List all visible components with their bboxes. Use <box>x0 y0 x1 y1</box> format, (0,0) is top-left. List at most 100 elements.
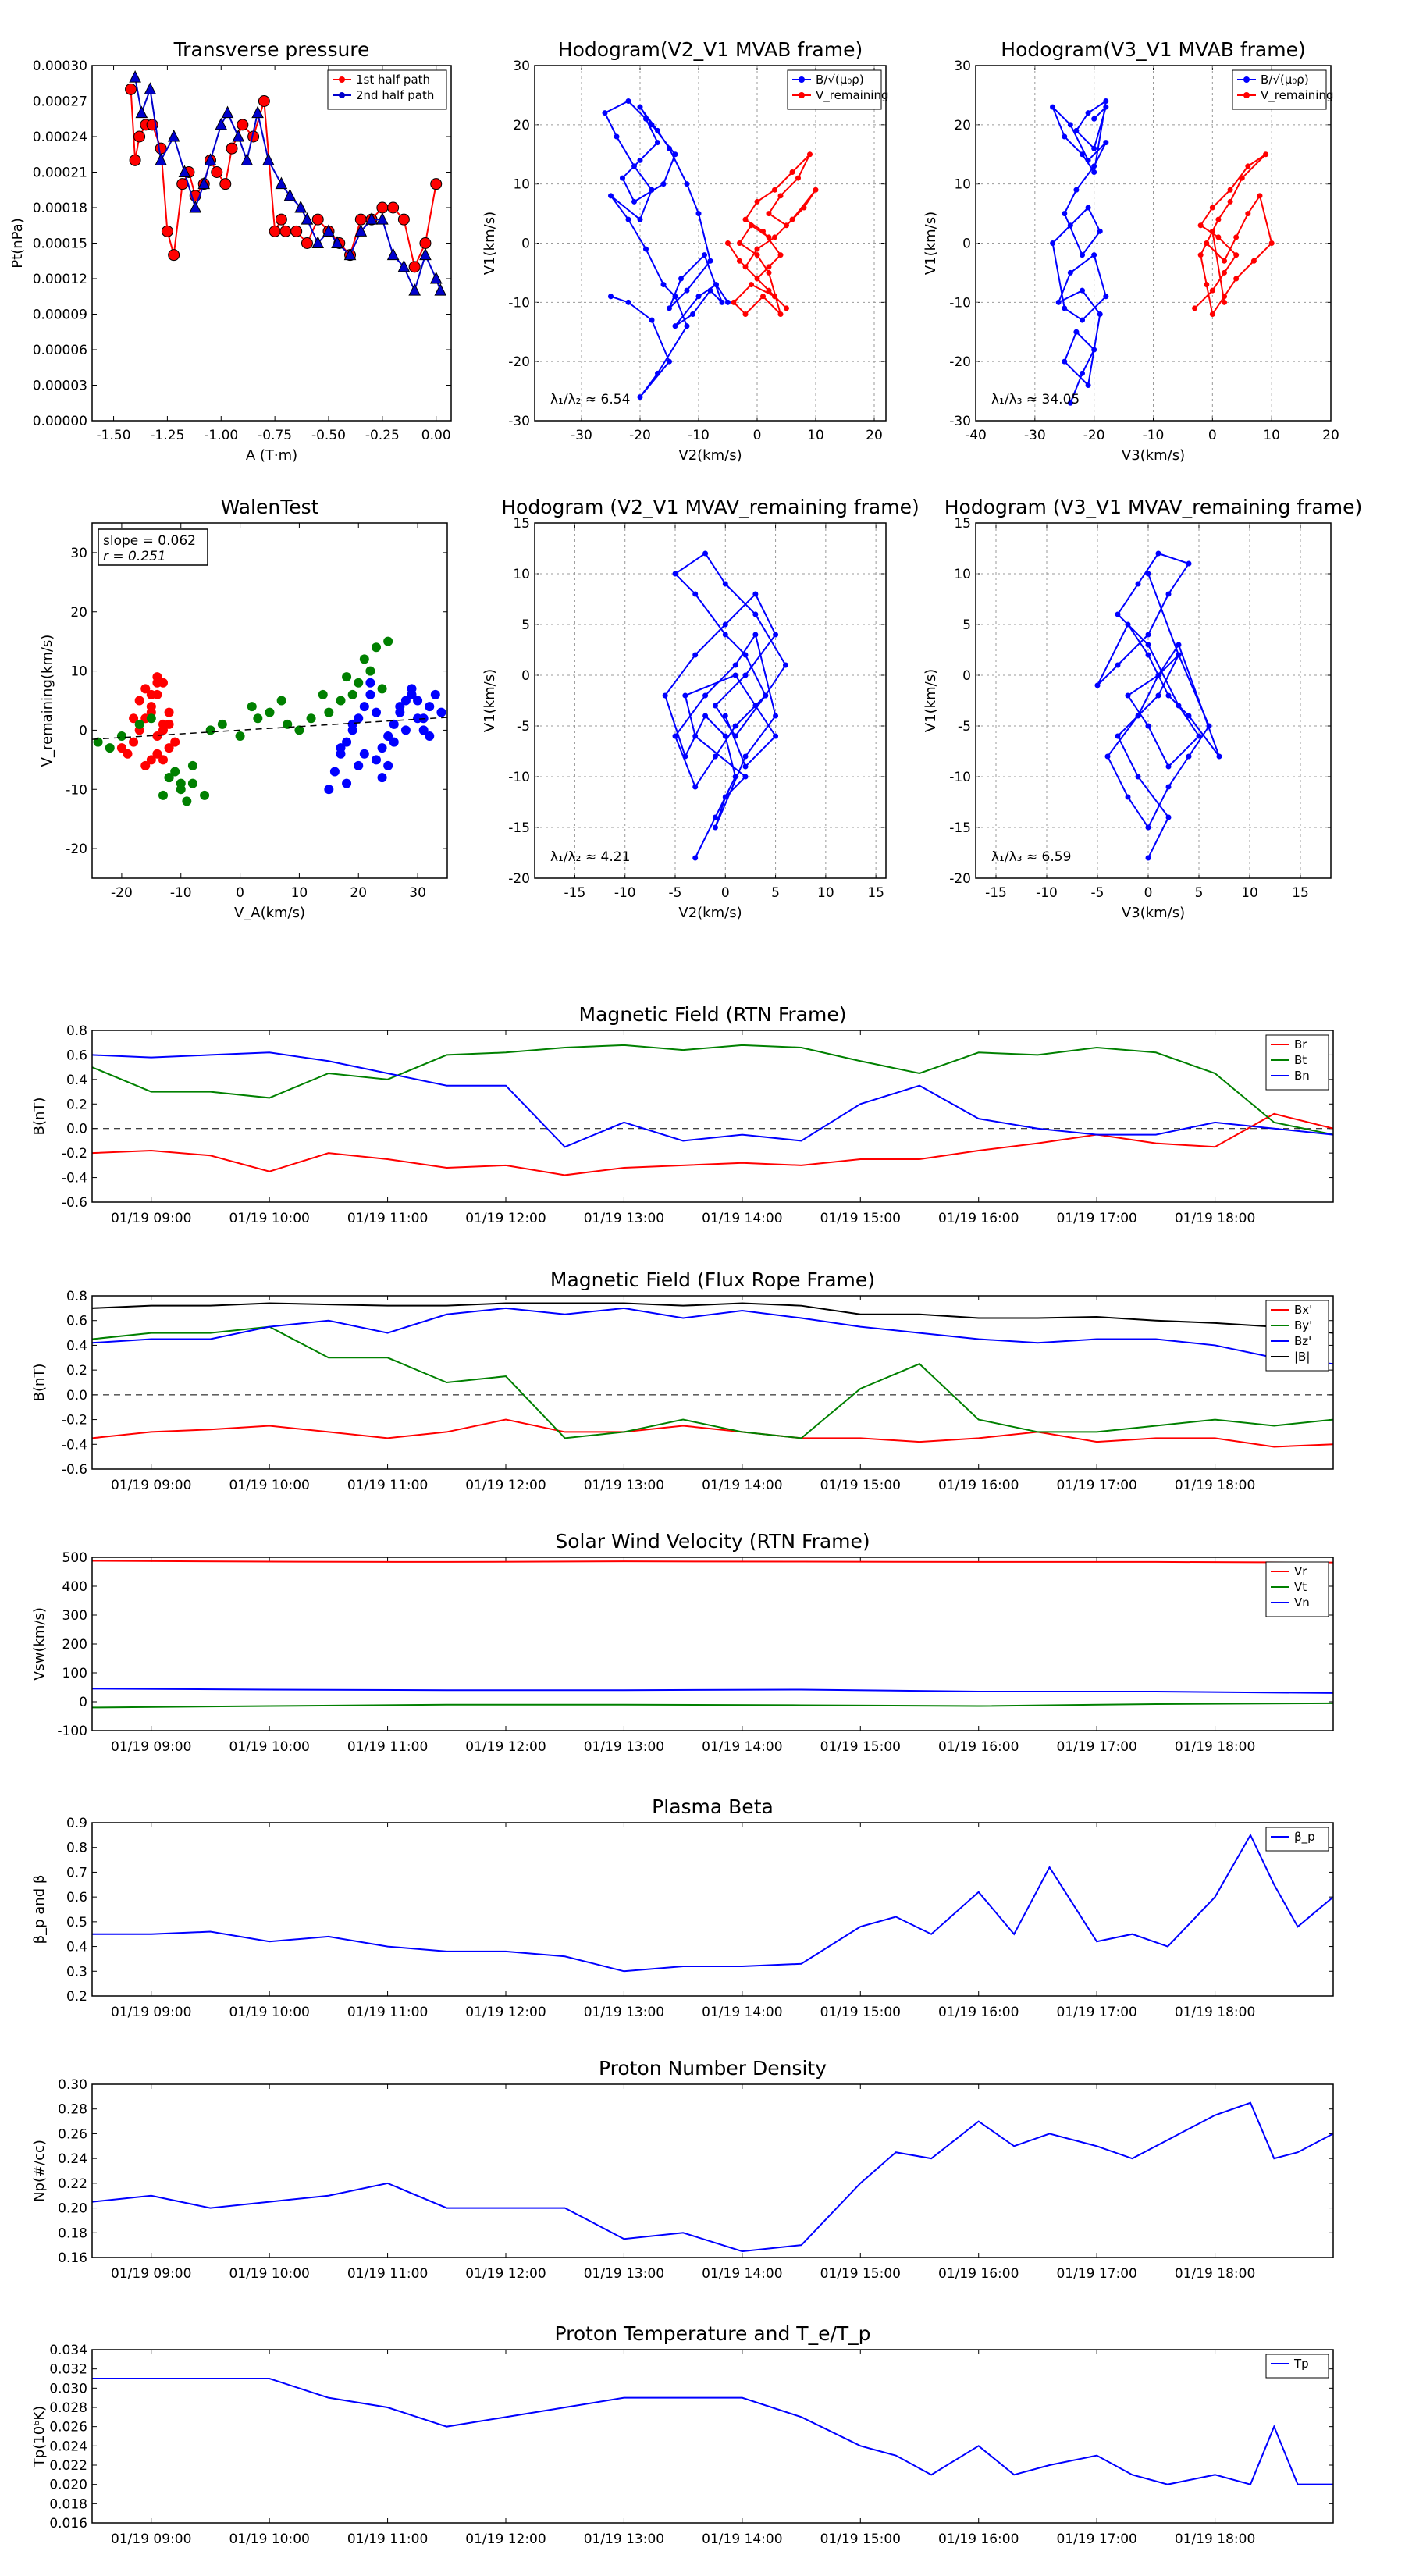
data-point <box>754 198 760 205</box>
x-tick-label: 01/19 14:00 <box>702 2005 782 2020</box>
y-tick-label: 30 <box>513 59 530 74</box>
data-point <box>1067 222 1073 229</box>
x-tick-label: 10 <box>817 885 834 901</box>
axes-frame <box>91 1295 1334 1470</box>
plasma-beta-panel: Plasma Beta 0.2 0.3 0.4 0.5 0.6 0.7 0.8 0.9 01/19… <box>31 1795 1334 2020</box>
eigen-ratio: λ₁/λ₂ ≈ 6.54 <box>550 392 630 407</box>
x-tick-label: 01/19 10:00 <box>229 2266 309 2282</box>
x-tick-label: -10 <box>614 885 636 901</box>
data-point <box>1103 104 1109 110</box>
data-point <box>294 725 304 735</box>
data-point <box>336 743 346 753</box>
data-point <box>342 778 352 788</box>
x-tick-label: 0 <box>1208 428 1217 443</box>
x-tick-label: 0.00 <box>422 428 451 443</box>
y-tick-label: 0 <box>962 668 971 684</box>
data-point <box>389 737 399 747</box>
chart-title: Hodogram(V3_V1 MVAB frame) <box>1001 38 1305 61</box>
data-point <box>1050 240 1056 246</box>
axes-frame <box>91 2349 1334 2524</box>
x-tick-label: 20 <box>1322 428 1339 443</box>
y-tick-label: -5 <box>958 719 971 735</box>
data-point <box>752 591 759 597</box>
data-point <box>1135 581 1141 587</box>
data-point <box>1215 234 1222 240</box>
data-point <box>1115 662 1121 668</box>
chart-title: Hodogram (V3_V1 MVAV_remaining frame) <box>944 496 1363 518</box>
y-tick-label: 0.8 <box>66 1841 87 1856</box>
data-point <box>1055 299 1062 305</box>
y-tick-label: 0.026 <box>49 2420 87 2435</box>
data-point <box>643 246 649 252</box>
data-point <box>684 181 690 187</box>
chart-title: Solar Wind Velocity (RTN Frame) <box>555 1530 870 1553</box>
plot-area <box>1050 98 1275 406</box>
x-tick-label: 0 <box>721 885 730 901</box>
chart-title: Magnetic Field (RTN Frame) <box>579 1003 847 1026</box>
legend: Vr Vt Vn <box>1265 1561 1329 1617</box>
data-point <box>1062 211 1068 217</box>
data-point <box>784 222 789 229</box>
y-tick-label: -0.6 <box>62 1462 87 1478</box>
y-tick-label: 0.9 <box>66 1816 87 1831</box>
legend-marker <box>339 76 345 83</box>
data-point <box>1209 205 1215 211</box>
data-point <box>1125 621 1131 628</box>
series-line <box>130 89 437 269</box>
data-point <box>294 200 307 213</box>
data-point <box>359 749 369 759</box>
data-point <box>116 743 126 753</box>
axes-frame <box>91 1822 1334 1997</box>
y-tick-label: -0.6 <box>62 1195 87 1211</box>
y-tick-label: 0.00027 <box>33 94 87 110</box>
data-point <box>265 707 275 717</box>
x-tick-label: 5 <box>771 885 780 901</box>
legend: B/√(μ₀ρ)V_remaining <box>787 69 889 110</box>
x-tick-label: -0.50 <box>311 428 346 443</box>
data-point <box>1192 305 1198 311</box>
y-axis-label: V1(km/s) <box>923 669 939 732</box>
chart-title: Plasma Beta <box>652 1795 774 1818</box>
data-point <box>434 283 447 296</box>
y-tick-label: 0.0 <box>66 1122 87 1137</box>
y-tick-label: 300 <box>62 1608 87 1624</box>
data-point <box>1080 287 1085 294</box>
data-point <box>235 731 245 741</box>
data-point <box>754 246 760 252</box>
data-point <box>602 110 608 116</box>
series-line <box>1097 552 1220 859</box>
data-point <box>144 82 157 94</box>
walen-test-panel: WalenTest -20 -10 0 10 20 30 -20 -10 0 10 20 30 V_A(k… <box>39 496 448 921</box>
data-point <box>1165 763 1172 770</box>
x-tick-label: 01/19 16:00 <box>938 1739 1019 1755</box>
data-point <box>742 774 749 780</box>
x-tick-label: 01/19 15:00 <box>820 1478 901 1493</box>
plot-area <box>92 2378 1333 2485</box>
proton-density-panel: Proton Number Density 0.16 0.18 0.20 0.22 0.2… <box>31 2057 1334 2282</box>
x-tick-label: 01/19 17:00 <box>1056 1211 1136 1226</box>
data-point <box>667 305 672 311</box>
x-tick-label: 01/19 09:00 <box>111 2005 191 2020</box>
legend-label: Bt <box>1294 1053 1307 1067</box>
data-point <box>1263 151 1269 158</box>
legend-marker <box>1243 92 1250 98</box>
legend-label: Vr <box>1294 1564 1307 1578</box>
legend-label: V_remaining <box>816 88 889 103</box>
data-point <box>389 719 399 729</box>
plot-area <box>92 1302 1333 1448</box>
data-point <box>1227 187 1233 193</box>
x-tick-label: 01/19 09:00 <box>111 1478 191 1493</box>
data-point <box>221 105 234 119</box>
data-point <box>1073 127 1080 133</box>
y-tick-label: 5 <box>962 617 971 633</box>
data-point <box>164 773 174 783</box>
data-point <box>1145 642 1151 648</box>
data-point <box>782 662 788 668</box>
data-point <box>1085 157 1091 163</box>
axes-frame <box>534 522 887 879</box>
y-tick-label: -20 <box>949 871 971 887</box>
data-point <box>376 212 389 225</box>
data-point <box>692 591 699 597</box>
data-point <box>129 713 139 724</box>
y-tick-label: 0.00009 <box>33 308 87 323</box>
